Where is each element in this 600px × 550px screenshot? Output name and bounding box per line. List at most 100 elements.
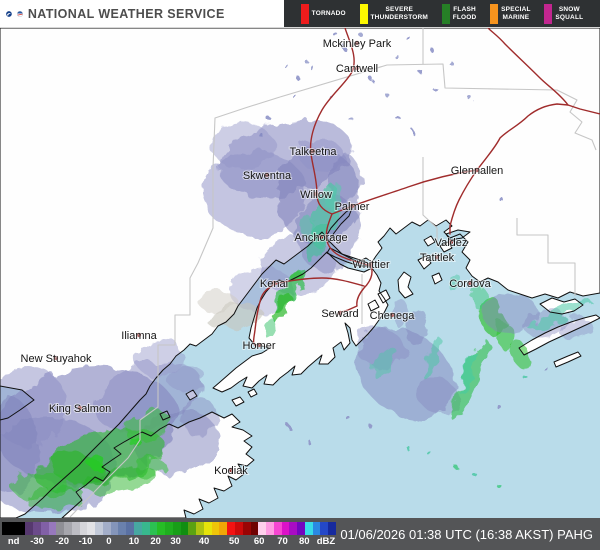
city-label-king-salmon: King Salmon [49, 403, 111, 415]
colorbar-segment [102, 522, 111, 535]
city-label-homer: Homer [242, 340, 275, 352]
radar-echo [125, 411, 171, 441]
colorbar-segment [149, 522, 158, 535]
colorbar-segment [157, 522, 166, 535]
colorbar-segment [320, 522, 329, 535]
warning-swatch [544, 3, 553, 24]
zone-border-north [279, 63, 597, 151]
scale-tick-70: 70 [277, 536, 288, 547]
city-label-skwentna: Skwentna [243, 170, 292, 182]
radar-speck [260, 134, 264, 138]
colorbar-segment [312, 522, 321, 535]
colorbar-segment [242, 522, 251, 535]
city-label-new-stuyahok: New Stuyahok [21, 353, 92, 365]
radar-speck [308, 441, 312, 445]
warning-label: SPECIAL MARINE [501, 6, 531, 21]
city-label-tatitlek: Tatitlek [420, 252, 455, 264]
radar-echo [472, 286, 488, 310]
warning-legend-item-tornado: TORNADO [300, 3, 346, 24]
city-dot-mckinley-park [354, 40, 360, 46]
colorbar-segment [219, 522, 228, 535]
status-bar: nd -30 -20 -10 0 10 20 30 40 50 60 70 80 dBZ 01/06/20… [0, 518, 600, 550]
colorbar-segment [56, 522, 65, 535]
city-label-cordova: Cordova [449, 278, 491, 290]
city-dot-glennallen [474, 167, 480, 173]
colorbar-segment [304, 522, 313, 535]
colorbar-segment [40, 522, 49, 535]
city-label-seward: Seward [321, 308, 358, 320]
radar-echo [451, 339, 489, 421]
radar-speck [288, 426, 292, 430]
city-dot-kodiak [228, 467, 234, 473]
reflectivity-scale: nd -30 -20 -10 0 10 20 30 40 50 60 70 80 dBZ [2, 520, 338, 548]
colorbar-segment-nd [2, 522, 26, 535]
warning-swatch [490, 3, 499, 24]
radar-speck [348, 116, 352, 120]
scale-tick-10: 10 [128, 536, 140, 547]
city-label-glennallen: Glennallen [451, 165, 504, 177]
radar-echo [168, 364, 204, 392]
scale-tick--20: -20 [55, 536, 69, 547]
radar-speck [430, 84, 434, 88]
radar-echo [86, 454, 104, 468]
warning-label: FLASH FLOOD [452, 6, 477, 21]
scale-tick-50: 50 [228, 536, 240, 547]
scale-tick--10: -10 [78, 536, 93, 547]
radar-echo [306, 220, 328, 264]
reflectivity-scale-labels: nd -30 -20 -10 0 10 20 30 40 50 60 70 80 dBZ [2, 536, 336, 548]
scale-tick-60: 60 [253, 536, 265, 547]
colorbar-segment [165, 522, 173, 535]
radar-echo [458, 352, 478, 394]
radar-echo [449, 273, 461, 293]
warning-swatch [300, 3, 309, 24]
city-label-valdez: Valdez [435, 237, 468, 249]
radar-speck [396, 116, 400, 120]
radar-speck [543, 366, 547, 370]
radar-speck [468, 96, 472, 100]
radar-speck [370, 78, 374, 82]
radar-echo [211, 121, 275, 171]
city-dot-talkeetna [310, 148, 316, 154]
city-dot-new-stuyahok [53, 355, 59, 361]
zone-border-copper [422, 157, 438, 246]
radar-speck [268, 118, 272, 122]
radar-speck [526, 378, 530, 382]
colorbar-segment [203, 522, 212, 535]
radar-map[interactable]: Mckinley Park Cantwell Talkeetna Skwentna Wi… [0, 28, 600, 518]
warning-label: SNOW SQUALL [555, 6, 584, 21]
radar-speck [342, 46, 346, 50]
scale-tick-40: 40 [198, 536, 210, 547]
zone-border-cordova [516, 218, 576, 296]
colorbar-segment [273, 522, 282, 535]
colorbar-segment [25, 522, 34, 535]
colorbar-segment [266, 522, 274, 535]
radar-specks [260, 32, 547, 486]
city-dot-whittier [368, 261, 374, 267]
colorbar-segment [134, 522, 142, 535]
road-richardson-north [487, 28, 569, 106]
city-label-whittier: Whittier [352, 259, 390, 271]
city-dot-seward [337, 310, 343, 316]
radar-speck [394, 54, 398, 58]
scale-tick-30: 30 [170, 536, 181, 547]
colorbar-segment [188, 522, 197, 535]
radar-speck [298, 78, 302, 82]
radar-echoes [0, 120, 591, 514]
colorbar-segment [328, 522, 336, 535]
city-label-cantwell: Cantwell [336, 63, 378, 75]
radar-echo [407, 310, 429, 346]
city-label-palmer: Palmer [335, 201, 370, 213]
colorbar-segment [141, 522, 150, 535]
city-dot-anchorage [318, 234, 324, 240]
colorbar-segment [211, 522, 220, 535]
header-bar: NATIONAL WEATHER SERVICE TORNADO SEVERE T… [0, 0, 600, 28]
city-dot-willow [313, 191, 319, 197]
colorbar-segment [110, 522, 119, 535]
colorbar-segment [48, 522, 57, 535]
warning-swatch [359, 3, 368, 24]
radar-speck [370, 426, 374, 430]
warning-legend-item-flash: FLASH FLOOD [441, 3, 477, 24]
timestamp: 01/06/2026 01:38 UTC (16:38 AKST) PAHG [340, 526, 593, 542]
colorbar-segment [196, 522, 204, 535]
